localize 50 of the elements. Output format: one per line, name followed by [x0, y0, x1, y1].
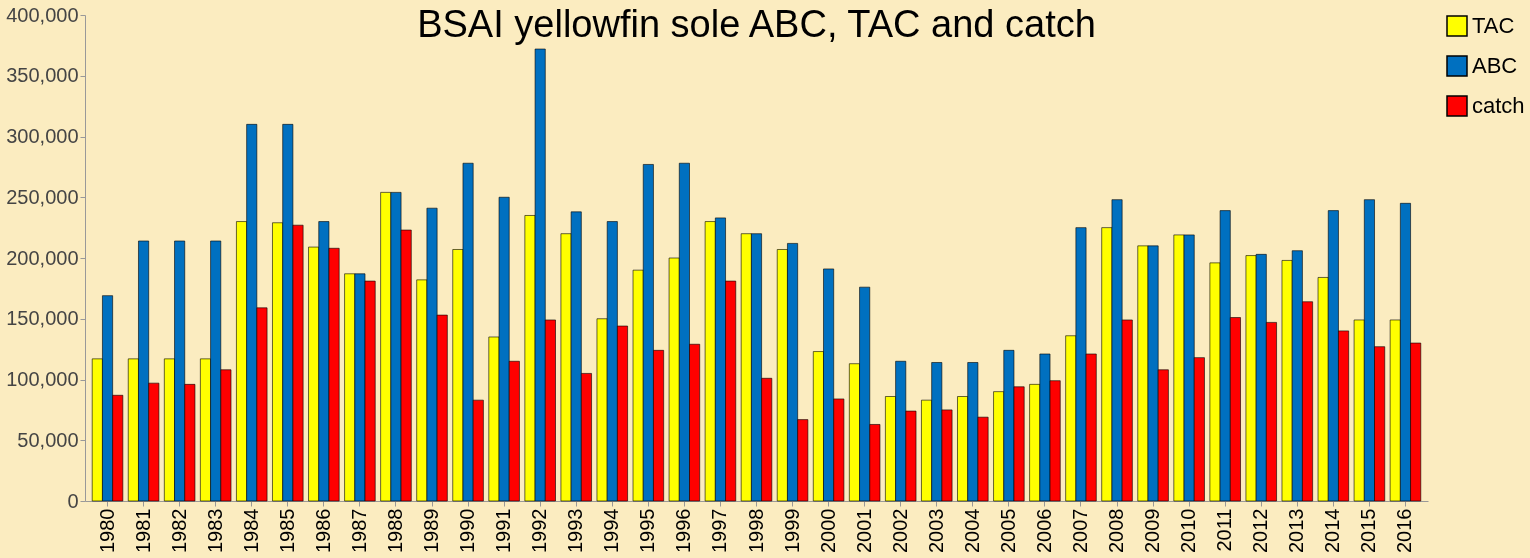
x-tick-label: 1995 [636, 508, 659, 553]
x-tick-label: 1993 [564, 508, 587, 553]
y-tick-label: 150,000 [6, 307, 79, 330]
x-tick-label: 2006 [1032, 508, 1055, 553]
x-tick-label: 1986 [311, 508, 334, 553]
x-tick-label: 1981 [131, 508, 154, 553]
x-tick-label: 1996 [672, 508, 695, 553]
x-tick-label: 1990 [456, 508, 479, 553]
x-tick-label: 2000 [816, 508, 839, 553]
x-tick-label: 2014 [1321, 508, 1344, 553]
x-tick-label: 1992 [528, 508, 551, 553]
x-tick-label: 1994 [600, 508, 623, 553]
x-tick-label: 2003 [924, 508, 947, 553]
x-tick-label: 1985 [275, 508, 298, 553]
x-tick-label: 2013 [1285, 508, 1308, 553]
y-tick-label: 100,000 [6, 368, 79, 390]
x-tick-label: 2015 [1357, 508, 1380, 553]
x-tick-label: 1988 [383, 508, 406, 553]
x-tick-label: 1989 [420, 508, 443, 553]
y-tick-label: 300,000 [6, 125, 79, 147]
y-tick-label: 350,000 [6, 64, 79, 87]
legend-label: ABC [1472, 53, 1518, 78]
y-tick-label: 200,000 [6, 246, 79, 269]
x-tick-label: 2005 [996, 508, 1019, 553]
x-tick-label: 2001 [852, 508, 875, 553]
x-tick-label: 2011 [1213, 508, 1236, 552]
y-tick-label: 50,000 [17, 428, 79, 451]
y-tick-label: 0 [67, 489, 79, 512]
x-tick-label: 1987 [347, 508, 370, 553]
x-tick-label: 2010 [1177, 508, 1200, 553]
x-tick-label: 1997 [708, 508, 731, 553]
y-tick-label: 400,000 [6, 3, 79, 26]
x-tick-label: 2009 [1141, 508, 1164, 553]
x-tick-label: 1999 [780, 508, 803, 553]
chart-title: BSAI yellowfin sole ABC, TAC and catch [417, 3, 1096, 45]
x-tick-label: 2008 [1105, 508, 1128, 553]
legend-label: catch [1472, 93, 1525, 118]
x-tick-label: 1991 [492, 508, 515, 553]
x-tick-label: 2016 [1393, 508, 1416, 553]
legend-label: TAC [1472, 13, 1515, 38]
y-tick-label: 250,000 [6, 185, 79, 208]
x-tick-label: 1980 [95, 508, 118, 553]
x-tick-label: 1998 [744, 508, 767, 553]
x-tick-label: 2012 [1249, 508, 1272, 553]
x-tick-label: 2002 [888, 508, 911, 553]
x-tick-label: 2007 [1068, 508, 1091, 553]
x-tick-label: 1983 [203, 508, 226, 553]
x-tick-label: 1982 [167, 508, 190, 553]
x-tick-label: 2004 [960, 508, 983, 553]
x-tick-label: 1984 [239, 508, 262, 553]
